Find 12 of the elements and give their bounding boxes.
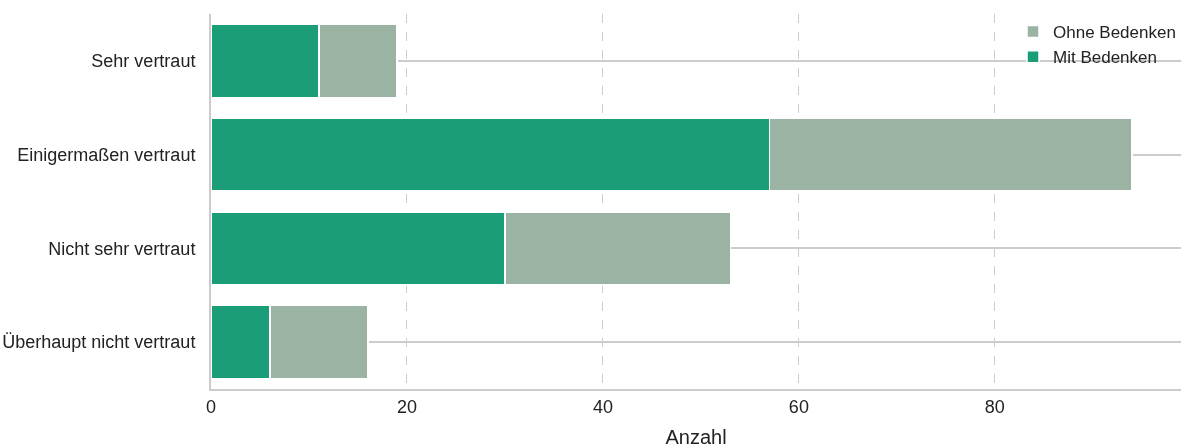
- y-tick-label: Sehr vertraut: [91, 51, 196, 72]
- y-tick-label: Überhaupt nicht vertraut: [2, 332, 196, 353]
- x-tick-label: 0: [205, 396, 217, 417]
- x-tick-label: 40: [592, 396, 613, 417]
- legend-label: Ohne Bedenken: [1053, 23, 1176, 43]
- y-tick-label: Einigermaßen vertraut: [17, 144, 196, 165]
- y-tick-label: Nicht sehr vertraut: [48, 238, 196, 259]
- x-axis-title: Anzahl: [665, 426, 727, 448]
- x-tick-label: 20: [396, 396, 417, 417]
- x-tick-label: 80: [984, 396, 1005, 417]
- x-tick-label: 60: [788, 396, 809, 417]
- legend-label: Mit Bedenken: [1053, 48, 1157, 68]
